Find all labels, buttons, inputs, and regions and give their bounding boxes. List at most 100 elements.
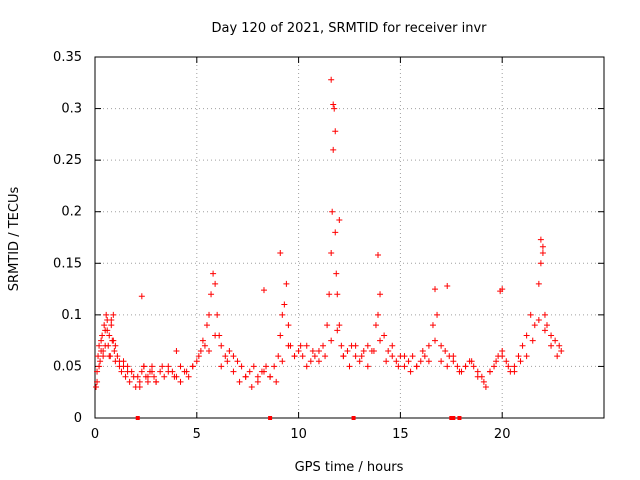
data-point bbox=[401, 363, 408, 370]
data-point bbox=[126, 378, 133, 385]
x-tick-label: 20 bbox=[494, 427, 511, 442]
data-point bbox=[277, 332, 284, 339]
data-point bbox=[246, 368, 253, 375]
data-point bbox=[556, 342, 563, 349]
data-point bbox=[333, 270, 340, 277]
data-point bbox=[456, 368, 463, 375]
data-point bbox=[539, 249, 546, 256]
data-point bbox=[165, 368, 172, 375]
data-point bbox=[153, 378, 160, 385]
data-point bbox=[177, 363, 184, 370]
data-point bbox=[330, 146, 337, 153]
data-point bbox=[159, 363, 166, 370]
data-point bbox=[383, 358, 390, 365]
data-point bbox=[260, 287, 267, 294]
data-point bbox=[157, 368, 164, 375]
y-tick-label: 0.05 bbox=[53, 359, 82, 374]
data-point bbox=[242, 373, 249, 380]
data-point bbox=[114, 353, 121, 360]
data-point bbox=[539, 243, 546, 250]
data-point bbox=[405, 358, 412, 365]
data-point bbox=[370, 347, 377, 354]
data-point bbox=[429, 322, 436, 329]
data-point bbox=[144, 378, 151, 385]
data-point bbox=[254, 378, 261, 385]
data-point bbox=[409, 353, 416, 360]
data-point bbox=[263, 363, 270, 370]
data-point bbox=[480, 378, 487, 385]
data-point bbox=[118, 368, 125, 375]
y-tick-label: 0 bbox=[74, 411, 82, 426]
data-point bbox=[328, 337, 335, 344]
data-point bbox=[101, 322, 108, 329]
data-point bbox=[486, 368, 493, 375]
data-point bbox=[543, 322, 550, 329]
data-point bbox=[554, 353, 561, 360]
data-point bbox=[122, 373, 129, 380]
data-point bbox=[434, 311, 441, 318]
data-point bbox=[334, 327, 341, 334]
data-point bbox=[189, 363, 196, 370]
data-point bbox=[332, 128, 339, 135]
data-point bbox=[393, 358, 400, 365]
data-point bbox=[273, 378, 280, 385]
data-point bbox=[315, 347, 322, 354]
data-point bbox=[197, 347, 204, 354]
data-point bbox=[226, 347, 233, 354]
data-point bbox=[537, 260, 544, 267]
data-point bbox=[230, 353, 237, 360]
data-point bbox=[234, 358, 241, 365]
baseline-mark bbox=[351, 416, 356, 420]
data-point bbox=[206, 347, 213, 354]
data-point bbox=[385, 347, 392, 354]
data-point bbox=[352, 342, 359, 349]
data-point bbox=[201, 342, 208, 349]
data-point bbox=[93, 384, 100, 391]
data-point bbox=[218, 363, 225, 370]
data-point bbox=[110, 311, 117, 318]
data-point bbox=[491, 363, 498, 370]
data-point bbox=[248, 384, 255, 391]
data-point bbox=[432, 286, 439, 293]
data-point bbox=[541, 327, 548, 334]
plot-frame bbox=[94, 56, 605, 419]
data-point bbox=[254, 373, 261, 380]
data-point bbox=[548, 342, 555, 349]
y-ticks: 0 0.05 0.1 0.15 0.2 0.25 0.3 0.35 bbox=[53, 50, 604, 426]
data-point bbox=[283, 280, 290, 287]
data-point bbox=[331, 105, 338, 112]
data-point bbox=[377, 291, 384, 298]
data-point bbox=[425, 342, 432, 349]
data-point bbox=[136, 378, 143, 385]
data-point bbox=[336, 216, 343, 223]
data-point bbox=[144, 373, 151, 380]
data-point bbox=[515, 353, 522, 360]
data-point bbox=[110, 337, 117, 344]
data-point bbox=[438, 342, 445, 349]
data-point bbox=[444, 282, 451, 289]
data-point bbox=[102, 342, 109, 349]
data-point bbox=[140, 363, 147, 370]
data-point bbox=[96, 342, 103, 349]
data-point bbox=[149, 363, 156, 370]
data-point bbox=[324, 322, 331, 329]
data-point bbox=[120, 363, 127, 370]
baseline-mark bbox=[451, 416, 456, 420]
data-point bbox=[381, 332, 388, 339]
baseline-marks bbox=[135, 416, 462, 420]
data-point bbox=[309, 347, 316, 354]
data-point bbox=[267, 373, 274, 380]
data-point bbox=[450, 358, 457, 365]
data-point bbox=[315, 358, 322, 365]
data-point bbox=[103, 311, 110, 318]
data-point bbox=[111, 347, 118, 354]
data-point bbox=[358, 353, 365, 360]
data-point bbox=[474, 373, 481, 380]
x-tick-label: 15 bbox=[392, 427, 409, 442]
data-point bbox=[364, 363, 371, 370]
data-point bbox=[356, 358, 363, 365]
data-point bbox=[425, 358, 432, 365]
data-point bbox=[375, 311, 382, 318]
data-point bbox=[238, 363, 245, 370]
data-point bbox=[151, 373, 158, 380]
